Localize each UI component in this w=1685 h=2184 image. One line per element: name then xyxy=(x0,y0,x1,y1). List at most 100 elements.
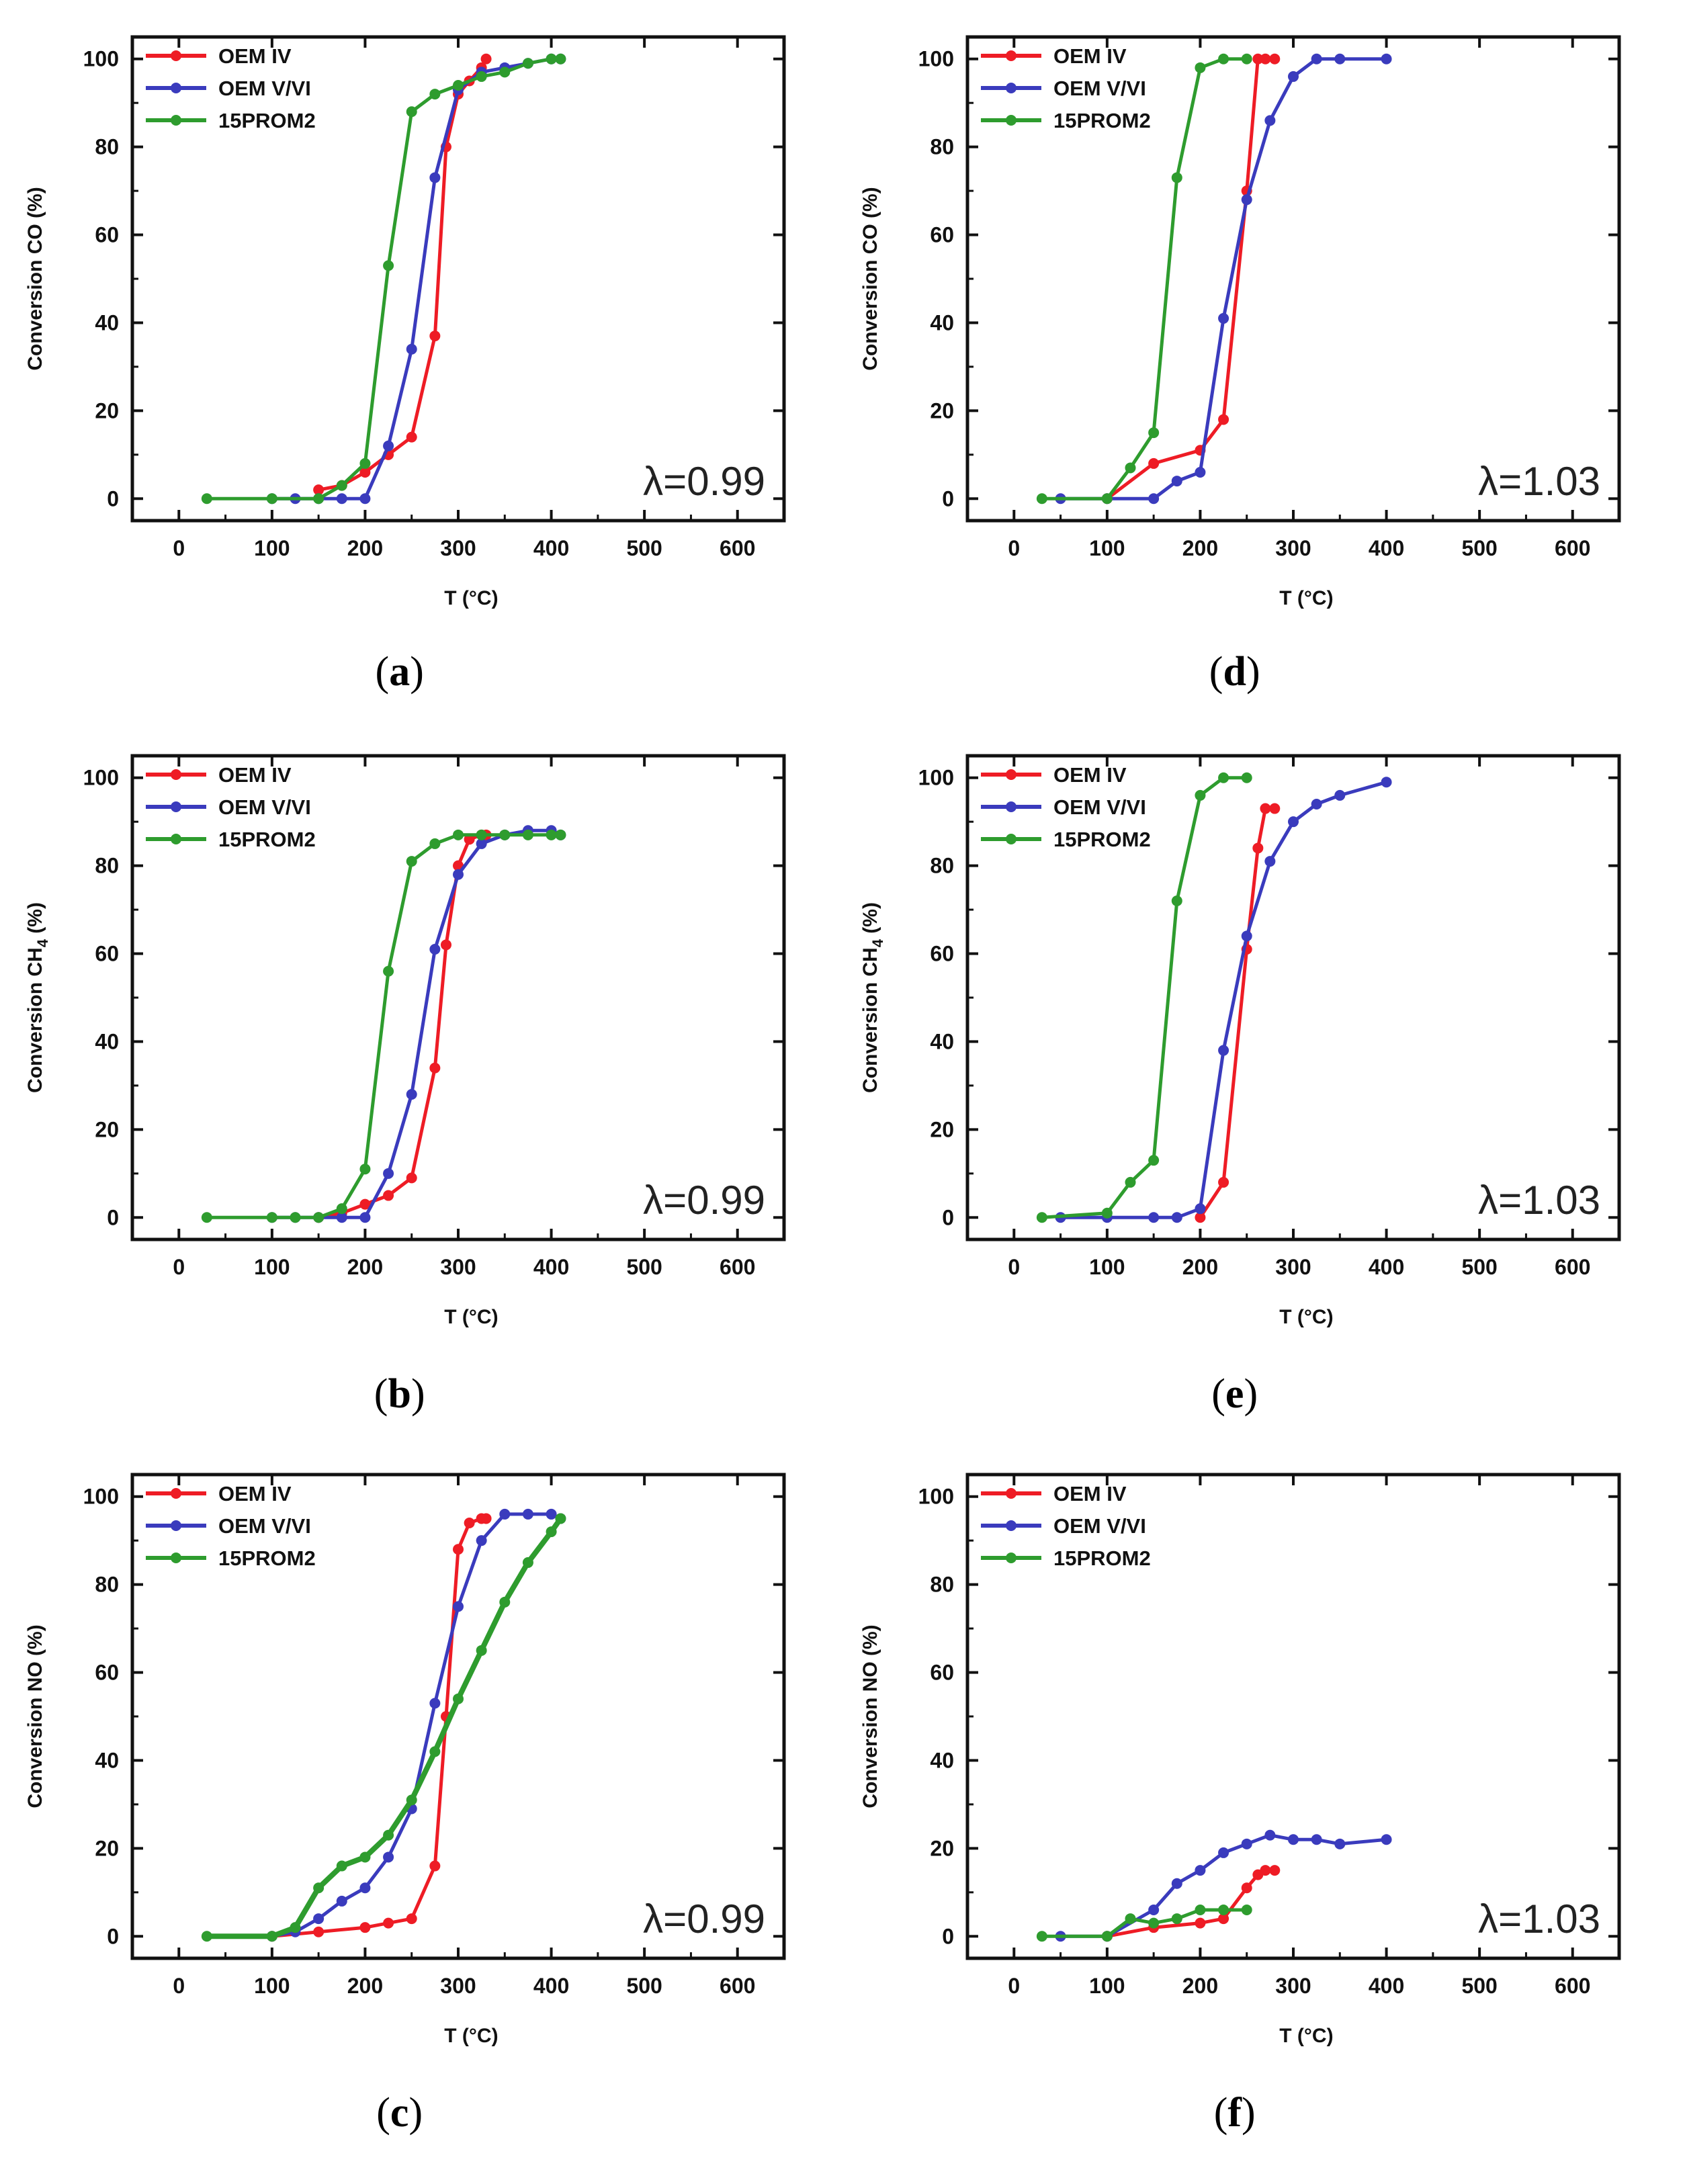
y-tick-label: 20 xyxy=(95,1117,119,1141)
data-point-oem_vvi xyxy=(453,1601,464,1612)
data-point-prom2 xyxy=(522,829,533,840)
data-point-oem_iv xyxy=(1148,457,1160,469)
data-point-oem_vvi xyxy=(1218,312,1229,324)
data-point-oem_iv xyxy=(1195,1917,1206,1929)
data-point-oem_vvi xyxy=(546,1508,557,1520)
chart-panel-d: 0 100 200 300 400 500 600 0 20 40 60 80 100 T (°C) Con… xyxy=(859,35,1621,695)
caption-close: ) xyxy=(1244,1371,1258,1417)
data-point-oem_iv xyxy=(1218,1176,1229,1188)
y-tick-label: 100 xyxy=(918,1485,954,1509)
legend-marker-prom2 xyxy=(1006,1553,1017,1563)
data-point-prom2 xyxy=(555,829,566,840)
data-point-prom2 xyxy=(1218,53,1229,64)
legend-marker-prom2 xyxy=(171,1553,181,1563)
x-tick-label: 200 xyxy=(1182,1974,1218,1998)
data-point-prom2 xyxy=(1148,427,1160,439)
data-point-prom2 xyxy=(201,1212,212,1223)
x-axis-label: T (°C) xyxy=(444,1306,498,1328)
data-point-prom2 xyxy=(546,1526,557,1538)
x-axis-label: T (°C) xyxy=(444,587,498,609)
data-point-oem_iv xyxy=(453,1544,464,1555)
y-axis-label-text: Conversion NO (%) xyxy=(859,1624,881,1808)
legend-label-prom2: 15PROM2 xyxy=(218,828,316,851)
data-point-prom2 xyxy=(1101,493,1113,505)
data-point-prom2 xyxy=(201,493,212,505)
x-axis-label-prefix: T ( xyxy=(1279,2025,1304,2047)
data-point-prom2 xyxy=(313,493,325,505)
data-point-oem_vvi xyxy=(1148,1212,1160,1223)
data-point-oem_vvi xyxy=(1288,71,1299,82)
x-tick-label: 100 xyxy=(254,1255,290,1279)
y-axis-label: Conversion NO (%) xyxy=(24,1624,46,1808)
x-axis-label-unit: °C xyxy=(469,2025,492,2047)
x-tick-label: 600 xyxy=(1555,1974,1590,1998)
lambda-annotation: λ=1.03 xyxy=(1478,459,1600,504)
data-point-oem_iv xyxy=(1269,1865,1281,1876)
data-point-oem_vvi xyxy=(1148,493,1160,505)
x-tick-label: 500 xyxy=(626,1974,662,1998)
data-point-prom2 xyxy=(546,53,557,64)
data-point-oem_vvi xyxy=(1334,53,1346,64)
y-tick-label: 100 xyxy=(918,47,954,71)
caption-open: ( xyxy=(374,1371,388,1417)
x-tick-label: 200 xyxy=(347,1974,383,1998)
data-point-prom2 xyxy=(383,260,394,271)
legend-marker-oem_vvi xyxy=(1006,83,1017,93)
y-tick-label: 20 xyxy=(930,1836,954,1860)
data-point-prom2 xyxy=(290,1922,301,1933)
data-point-oem_vvi xyxy=(1218,1847,1229,1858)
data-point-prom2 xyxy=(1148,1917,1160,1929)
legend-marker-oem_vvi xyxy=(171,801,181,812)
data-point-oem_vvi xyxy=(359,493,371,505)
y-axis-label-subscript: 4 xyxy=(869,938,886,947)
data-point-oem_iv xyxy=(429,1062,441,1074)
caption-open: ( xyxy=(1211,1371,1225,1417)
data-point-oem_iv xyxy=(480,1513,492,1524)
caption-close: ) xyxy=(1246,649,1260,695)
data-point-oem_vvi xyxy=(1288,1834,1299,1845)
x-tick-label: 400 xyxy=(533,1974,569,1998)
legend-marker-prom2 xyxy=(1006,834,1017,844)
data-point-oem_vvi xyxy=(1241,1838,1252,1849)
panel-caption: (e) xyxy=(1211,1371,1258,1417)
series-line-oem_iv xyxy=(318,833,486,1219)
data-point-oem_vvi xyxy=(522,1508,533,1520)
y-tick-label: 40 xyxy=(930,310,954,335)
data-point-oem_vvi xyxy=(359,1882,371,1894)
data-point-oem_vvi xyxy=(1148,1905,1160,1915)
lambda-annotation: λ=1.03 xyxy=(1478,1178,1600,1223)
data-point-prom2 xyxy=(1125,1913,1136,1925)
data-point-prom2 xyxy=(1195,1905,1206,1915)
y-tick-label: 60 xyxy=(930,223,954,247)
data-point-prom2 xyxy=(1171,1913,1182,1925)
x-axis-label-suffix: ) xyxy=(1327,1306,1334,1328)
data-point-oem_iv xyxy=(359,1198,371,1210)
data-point-prom2 xyxy=(546,829,557,840)
x-tick-label: 100 xyxy=(1089,1255,1125,1279)
x-tick-label: 600 xyxy=(1555,536,1590,560)
legend-label-prom2: 15PROM2 xyxy=(218,1546,316,1570)
y-tick-label: 60 xyxy=(95,1661,119,1685)
data-point-prom2 xyxy=(383,1829,394,1841)
data-point-prom2 xyxy=(1036,493,1047,505)
data-point-prom2 xyxy=(1195,62,1206,73)
legend-marker-prom2 xyxy=(1006,115,1017,126)
data-point-oem_vvi xyxy=(1195,1203,1206,1215)
legend-label-oem_iv: OEM IV xyxy=(1053,44,1127,68)
data-point-prom2 xyxy=(336,480,347,491)
caption-open: ( xyxy=(376,649,390,695)
data-point-prom2 xyxy=(1101,1207,1113,1219)
data-point-oem_vvi xyxy=(313,1913,325,1925)
y-axis-label-text: Conversion CO (%) xyxy=(859,187,881,370)
data-point-oem_vvi xyxy=(1218,1045,1229,1056)
legend-label-oem_vvi: OEM V/VI xyxy=(1053,77,1146,100)
x-axis-label: T (°C) xyxy=(1279,1306,1333,1328)
data-point-prom2 xyxy=(1241,53,1252,64)
data-point-prom2 xyxy=(453,829,464,840)
caption-letter: a xyxy=(389,649,410,695)
y-tick-label: 0 xyxy=(942,486,954,511)
data-point-prom2 xyxy=(453,1693,464,1704)
legend-marker-oem_iv xyxy=(171,769,181,780)
caption-open: ( xyxy=(376,2090,390,2136)
legend-marker-prom2 xyxy=(171,834,181,844)
